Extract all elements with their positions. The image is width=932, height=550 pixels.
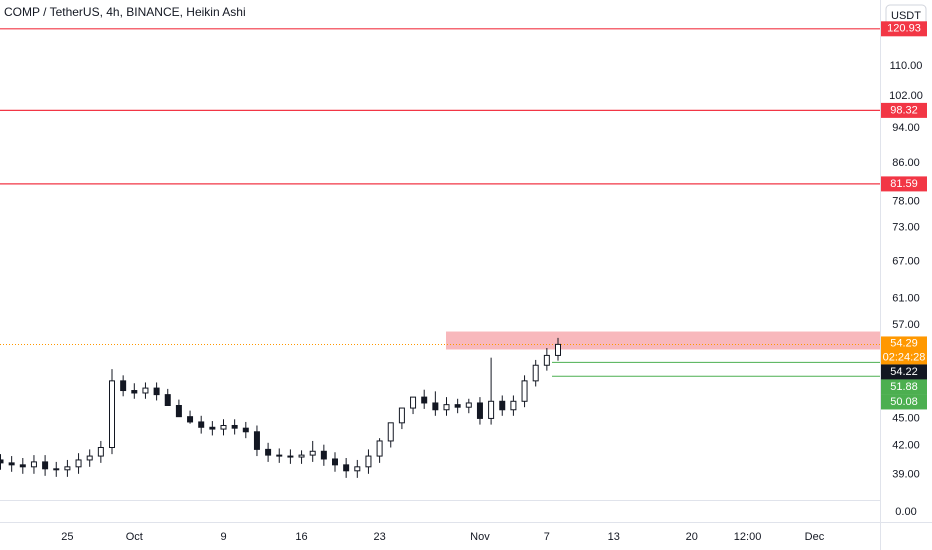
- candle-body: [421, 396, 428, 404]
- candle-body: [30, 461, 37, 468]
- candle-body: [410, 396, 417, 409]
- level-badge-label: 81.59: [890, 178, 918, 190]
- candle-body: [276, 454, 283, 457]
- y-tick-label: 102.00: [889, 90, 923, 102]
- level-badge: [881, 102, 927, 118]
- candle-body: [19, 464, 26, 468]
- candle-body: [443, 404, 450, 411]
- candle-body: [131, 390, 138, 394]
- candle-body: [187, 416, 194, 423]
- candle-body: [175, 404, 182, 418]
- resistance-zone: [446, 331, 880, 350]
- x-tick-label: 9: [220, 531, 226, 543]
- candle-body: [142, 387, 149, 394]
- candle-body: [242, 427, 249, 433]
- candle-body: [499, 400, 506, 411]
- x-tick-label: 13: [608, 531, 620, 543]
- candle-body: [75, 459, 82, 468]
- y-tick-label: 42.00: [892, 440, 920, 452]
- x-tick-label: 16: [295, 531, 307, 543]
- candle-body: [465, 402, 472, 408]
- y-tick-label: 110.00: [890, 60, 923, 72]
- y-tick-label: 94.00: [892, 122, 920, 134]
- candle-body: [332, 458, 338, 466]
- y-tick-label: 73.00: [892, 222, 920, 234]
- candle-body: [365, 455, 372, 468]
- candle-body: [198, 421, 205, 428]
- y-tick-label: 86.00: [892, 157, 920, 169]
- candle-body: [42, 461, 49, 470]
- level-badge: [881, 176, 927, 192]
- candle-body: [265, 448, 272, 456]
- x-tick-label: Oct: [126, 531, 143, 543]
- candle-body: [86, 455, 93, 461]
- candle-body: [220, 424, 227, 430]
- candle-body: [521, 380, 528, 402]
- x-tick-label: 25: [61, 531, 73, 543]
- candle-body: [298, 454, 305, 458]
- candle-body: [320, 450, 327, 460]
- candle-body: [543, 354, 550, 366]
- level-badge-label: 120.93: [887, 23, 921, 35]
- y-tick-label: 39.00: [892, 469, 920, 481]
- chart-title: COMP / TetherUS, 4h, BINANCE, Heikin Ash…: [4, 5, 246, 19]
- level-badge-label: 98.32: [890, 104, 918, 116]
- target-badge: [881, 394, 927, 410]
- target-badge-label: 50.08: [890, 396, 918, 408]
- candle-body: [8, 462, 15, 466]
- current-price-badge-label: 54.29: [890, 337, 918, 349]
- candle-body: [109, 380, 115, 448]
- candle-body: [387, 422, 394, 442]
- candle-body: [555, 343, 561, 356]
- x-tick-label: 7: [544, 531, 550, 543]
- current-price-badge: [881, 336, 927, 365]
- x-tick-label: 20: [686, 531, 698, 543]
- axis-floor-label: 0.00: [895, 506, 916, 518]
- target-badge: [881, 379, 927, 395]
- candle-body: [64, 466, 71, 471]
- last-price-badge-label: 54.22: [890, 366, 918, 378]
- candle-body: [53, 468, 60, 471]
- candle-body: [309, 450, 316, 456]
- x-tick-label: 23: [373, 531, 385, 543]
- candle-body: [97, 446, 104, 457]
- candle-body: [510, 400, 517, 411]
- x-tick-label: Dec: [805, 531, 825, 543]
- candle-body: [120, 380, 127, 392]
- candle-body: [354, 466, 361, 472]
- candle-body: [209, 426, 216, 430]
- y-tick-label: 78.00: [892, 196, 920, 208]
- y-tick-label: 67.00: [892, 255, 920, 267]
- candle-body: [488, 400, 495, 419]
- candle-body: [0, 459, 4, 464]
- x-tick-label: 12:00: [734, 531, 762, 543]
- target-badge-label: 51.88: [890, 381, 918, 393]
- y-tick-label: 45.00: [892, 412, 920, 424]
- last-price-badge: [881, 364, 927, 380]
- candle-body: [432, 402, 439, 411]
- candle-body: [287, 455, 294, 458]
- current-price-badge-countdown: 02:24:28: [883, 351, 926, 363]
- candle-body: [454, 404, 461, 408]
- currency-label[interactable]: USDT: [891, 10, 921, 22]
- candle-body: [532, 364, 539, 382]
- x-tick-label: Nov: [470, 531, 490, 543]
- candle-body: [343, 464, 350, 472]
- candle-body: [231, 424, 238, 429]
- candle-body: [253, 431, 260, 450]
- candle-body: [153, 387, 160, 396]
- level-badge: [881, 21, 927, 37]
- candle-body: [376, 440, 383, 457]
- y-tick-label: 61.00: [892, 292, 920, 304]
- candle-body: [398, 407, 405, 424]
- candle-body: [476, 402, 483, 419]
- y-tick-label: 57.00: [892, 319, 920, 331]
- candle-body: [164, 394, 171, 406]
